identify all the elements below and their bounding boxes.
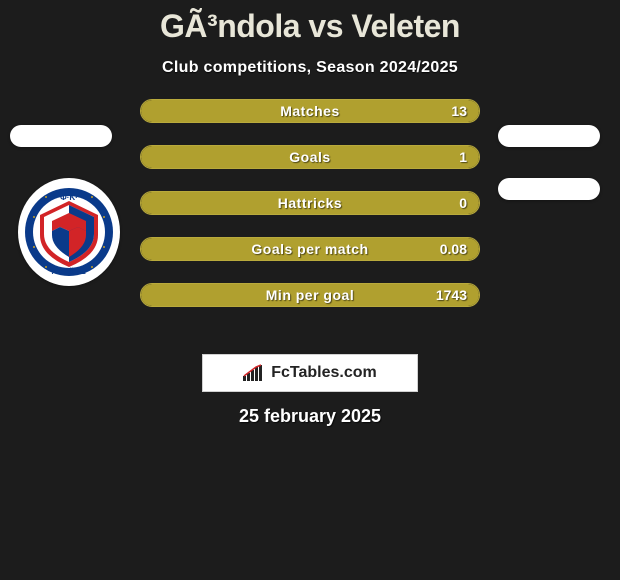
stat-label: Goals per match (141, 238, 479, 260)
stat-bar: Goals per match0.08 (140, 237, 480, 261)
date-line: 25 february 2025 (0, 406, 620, 427)
stat-value: 13 (451, 100, 467, 122)
stat-label: Goals (141, 146, 479, 168)
stat-bars: Matches13 Goals1 Hattricks0 Goals per match… (140, 99, 480, 329)
barchart-icon (243, 364, 265, 382)
stat-label: Min per goal (141, 284, 479, 306)
stat-bar: Min per goal1743 (140, 283, 480, 307)
page-title: GÃ³ndola vs Veleten (0, 0, 620, 45)
stat-label: Hattricks (141, 192, 479, 214)
stat-bar: Hattricks0 (140, 191, 480, 215)
branding-panel[interactable]: FcTables.com (202, 354, 418, 392)
stat-bar: Goals1 (140, 145, 480, 169)
stat-value: 1743 (436, 284, 467, 306)
stats-area: Matches13 Goals1 Hattricks0 Goals per match… (0, 99, 620, 339)
stat-value: 1 (459, 146, 467, 168)
subtitle: Club competitions, Season 2024/2025 (0, 59, 620, 77)
stat-value: 0 (459, 192, 467, 214)
stat-label: Matches (141, 100, 479, 122)
infographic-container: GÃ³ndola vs Veleten Club competitions, S… (0, 0, 620, 580)
branding-text: FcTables.com (271, 364, 377, 382)
stat-bar: Matches13 (140, 99, 480, 123)
stat-value: 0.08 (440, 238, 467, 260)
